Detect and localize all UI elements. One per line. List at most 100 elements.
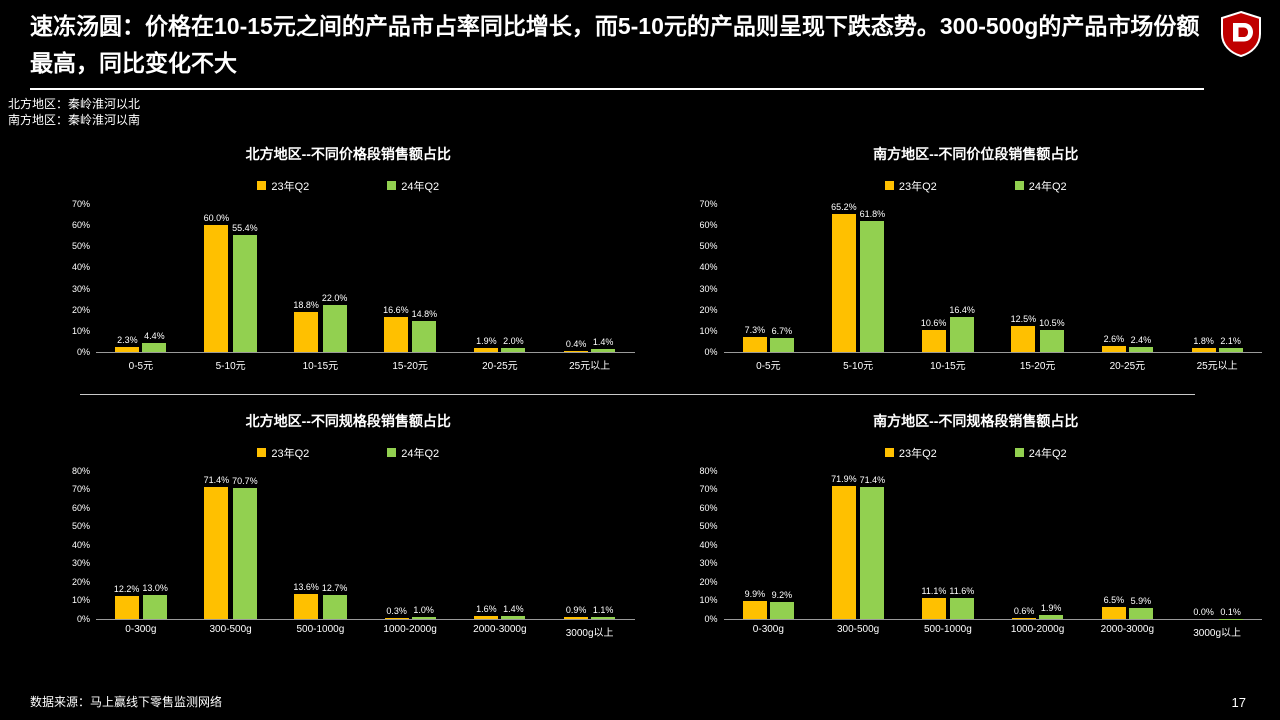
y-tick-label: 70%	[71, 198, 90, 209]
bar	[591, 616, 616, 619]
bar-group: 0.9% 1.1%	[545, 471, 635, 619]
chart-body: 0% 10% 20% 30% 40% 50% 60% 70% 2.3% 4.4% 60.0% 55.…	[62, 199, 635, 357]
y-axis: 0% 10% 20% 30% 40% 50% 60% 70%	[62, 199, 96, 357]
bar	[950, 317, 975, 352]
bar-with-label: 70.7%	[232, 471, 258, 619]
bar-value-label: 1.4%	[503, 604, 524, 615]
bar-group: 1.6% 1.4%	[455, 471, 545, 619]
y-axis: 0% 10% 20% 30% 40% 50% 60% 70% 80%	[690, 466, 724, 624]
bar	[474, 616, 499, 619]
bar-with-label: 12.5%	[1010, 204, 1037, 352]
bar-with-label: 2.3%	[115, 204, 140, 352]
bar-with-label: 60.0%	[204, 204, 229, 352]
bar-group: 12.2% 13.0%	[96, 471, 186, 619]
bar-value-label: 2.4%	[1130, 334, 1152, 345]
y-tick-label: 50%	[71, 241, 90, 252]
bar	[294, 312, 319, 352]
bar-with-label: 0.1%	[1218, 471, 1243, 619]
bar-value-label: 14.8%	[411, 308, 438, 319]
x-axis-label: 3000g以上	[565, 627, 614, 639]
bar-with-label: 10.5%	[1039, 204, 1065, 352]
y-tick-label: 60%	[71, 502, 90, 513]
legend-swatch-icon	[1014, 448, 1024, 458]
x-axis-label: 20-25元	[482, 360, 518, 372]
bar-with-label: 0.4%	[564, 204, 589, 352]
bar	[142, 342, 167, 352]
bar-with-label: 2.6%	[1101, 204, 1126, 352]
bar	[921, 598, 946, 619]
bar-group: 11.1% 11.6%	[903, 471, 993, 619]
bar-value-label: 1.9%	[476, 335, 497, 346]
x-axis-label: 0-5元	[756, 360, 781, 372]
chart-title: 南方地区--不同价位段销售额占比	[873, 145, 1079, 162]
bar-with-label: 10.6%	[921, 204, 946, 352]
legend-label: 23年Q2	[271, 447, 310, 460]
x-axis-label: 2000-3000g	[473, 623, 527, 635]
chart-body: 0% 10% 20% 30% 40% 50% 60% 70% 80% 9.9% 9.2% 71.9%…	[690, 466, 1262, 624]
bar-with-label: 13.0%	[142, 471, 168, 619]
legend-item: 24年Q2	[387, 445, 439, 461]
bar-with-label: 16.4%	[949, 204, 975, 352]
page-number: 17	[1231, 695, 1246, 710]
bar	[1218, 347, 1243, 352]
legend-swatch-icon	[884, 181, 894, 191]
bar	[742, 600, 767, 619]
bar	[1039, 615, 1064, 619]
bar-with-label: 6.7%	[769, 204, 794, 352]
bar-with-label: 12.2%	[114, 471, 139, 619]
bar-group: 16.6% 14.8%	[365, 204, 455, 352]
y-tick-label: 20%	[699, 576, 718, 587]
bar	[1101, 346, 1126, 352]
bar-with-label: 9.9%	[742, 471, 767, 619]
bar-value-label: 11.1%	[921, 586, 947, 597]
x-axis-label: 2000-3000g	[1100, 623, 1155, 635]
bar-value-label: 2.0%	[503, 335, 524, 346]
bar-value-label: 71.4%	[203, 474, 230, 485]
legend-item: 23年Q2	[884, 445, 937, 461]
bar-group: 6.5% 5.9%	[1083, 471, 1173, 619]
x-axis-label: 20-25元	[1109, 360, 1146, 372]
bar	[564, 617, 589, 619]
x-axis-label: 0-300g	[752, 623, 784, 635]
bar	[501, 616, 526, 619]
bar-value-label: 9.2%	[771, 589, 793, 600]
y-tick-label: 0%	[76, 346, 90, 357]
y-tick-label: 10%	[699, 595, 718, 606]
chart-title: 北方地区--不同价格段销售额占比	[245, 145, 451, 162]
bar	[294, 593, 319, 619]
bar-with-label: 1.4%	[591, 204, 616, 352]
y-tick-label: 50%	[71, 521, 90, 532]
bar-group: 71.4% 70.7%	[186, 471, 276, 619]
bar	[742, 336, 767, 352]
bar	[114, 596, 139, 619]
x-axis-label: 1000-2000g	[383, 623, 437, 635]
legend-label: 24年Q2	[401, 180, 440, 193]
legend-swatch-icon	[884, 448, 894, 458]
bar-value-label: 0.4%	[565, 339, 587, 350]
bar-value-label: 12.5%	[1010, 313, 1037, 324]
x-axis-labels: 0-5元 5-10元 10-15元 15-20元 20-25元 25元以上	[724, 357, 1263, 372]
bar-value-label: 2.3%	[117, 335, 138, 346]
chart-south-price: 南方地区--不同价位段销售额占比 23年Q2 24年Q2 0% 10% 20% 30% 4…	[690, 144, 1263, 372]
bar-group: 9.9% 9.2%	[724, 471, 814, 619]
bar-with-label: 0.3%	[384, 471, 409, 619]
y-tick-label: 40%	[699, 539, 718, 550]
x-axis-label: 10-15元	[930, 360, 966, 372]
bar-with-label: 1.9%	[474, 204, 499, 352]
bar-value-label: 0.6%	[1013, 605, 1035, 616]
x-axis-label: 15-20元	[1019, 360, 1056, 372]
y-tick-label: 80%	[699, 465, 718, 476]
bar	[769, 337, 794, 352]
bar	[1191, 348, 1216, 352]
slide-title: 速冻汤圆：价格在10-15元之间的产品市占率同比增长，而5-10元的产品则呈现下…	[30, 8, 1204, 90]
bar-value-label: 22.0%	[321, 293, 348, 304]
x-axis-labels: 0-5元 5-10元 10-15元 15-20元 20-25元 25元以上	[96, 357, 635, 372]
bar-group: 7.3% 6.7%	[724, 204, 814, 352]
bar-group: 60.0% 55.4%	[186, 204, 276, 352]
x-axis-labels: 0-300g 300-500g 500-1000g 1000-2000g 2000-30…	[724, 624, 1263, 639]
bar-with-label: 1.1%	[591, 471, 616, 619]
legend-item: 24年Q2	[1014, 445, 1067, 461]
chart-body: 0% 10% 20% 30% 40% 50% 60% 70% 7.3% 6.7% 65.2% 61.…	[690, 199, 1262, 357]
bar-value-label: 0.9%	[565, 605, 587, 616]
bar	[204, 225, 229, 352]
